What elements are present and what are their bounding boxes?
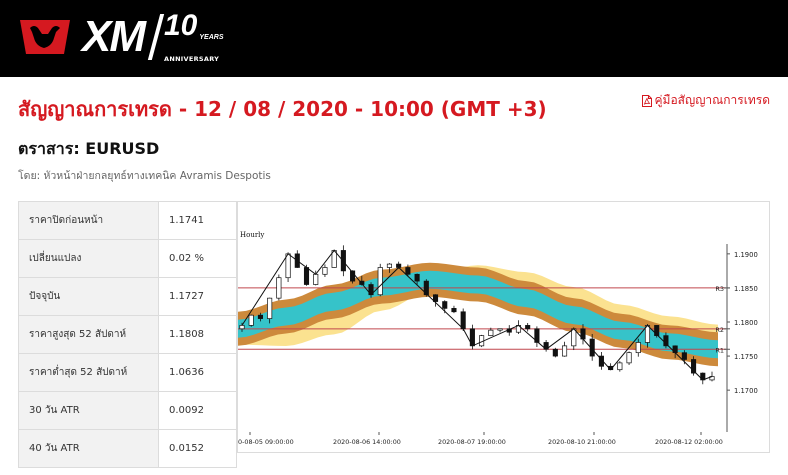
stat-value: 0.02 % xyxy=(158,239,237,278)
instrument-heading: ตราสาร: EURUSD xyxy=(18,139,160,158)
level-label-r2: R2 xyxy=(715,326,724,334)
pdf-icon xyxy=(641,94,652,107)
candle-body xyxy=(635,342,641,354)
price-chart: Hourly R3 R2 R1 1.1900 1.1850 1.1800 1.1750 1.17… xyxy=(237,201,770,453)
chart-svg: Hourly R3 R2 R1 1.1900 1.1850 1.1800 1.1750 1.17… xyxy=(238,231,758,446)
chart-timeframe-label: Hourly xyxy=(240,231,264,239)
candle-body xyxy=(681,352,687,360)
candle-body xyxy=(617,362,623,371)
candle-body xyxy=(589,338,595,357)
level-label-r1: R1 xyxy=(715,346,724,354)
logo-divider xyxy=(147,14,165,60)
stat-label: 40 วัน ATR xyxy=(18,429,159,468)
xm-logo[interactable]: XM 10 YEARS ANNIVERSARY xyxy=(18,9,224,64)
candle-body xyxy=(405,267,411,275)
signals-manual-label: คู่มือสัญญาณการเทรด xyxy=(654,93,771,107)
candle-body xyxy=(285,253,291,279)
candle-body xyxy=(432,294,439,302)
zigzag-line xyxy=(241,249,713,381)
x-tick-label: 2020-08-07 19:00:00 xyxy=(438,438,506,446)
stat-label: ปัจจุบัน xyxy=(18,277,159,316)
author-byline: โดย: หัวหน้าฝ่ายกลยุทธ์ทางเทคนิค Avramis… xyxy=(18,170,271,182)
candle-body xyxy=(654,325,660,336)
candle-body xyxy=(561,345,568,357)
stats-table: ราคาปิดก่อนหน้า 1.1741 เปลี่ยนแปลง 0.02 % ปั… xyxy=(18,201,237,468)
stat-value: 0.0092 xyxy=(158,391,237,430)
candle-body xyxy=(488,329,494,336)
y-tick-label: 1.1800 xyxy=(734,319,758,327)
stats-row: ปัจจุบัน 1.1727 xyxy=(18,277,237,316)
stat-label: เปลี่ยนแปลง xyxy=(18,239,159,278)
y-tick-label: 1.1700 xyxy=(734,387,758,395)
anniversary-number: 10 xyxy=(164,9,198,42)
stats-row: 30 วัน ATR 0.0092 xyxy=(18,391,237,430)
y-tick-label: 1.1850 xyxy=(734,285,758,293)
stat-label: 30 วัน ATR xyxy=(18,391,159,430)
candle-body xyxy=(451,308,457,313)
candle-body xyxy=(377,267,383,296)
bull-icon xyxy=(20,20,70,54)
level-label-r3: R3 xyxy=(715,285,724,293)
y-tick-label: 1.1900 xyxy=(734,251,758,259)
x-tick-label: 2020-08-10 21:00:00 xyxy=(548,438,616,446)
candle-body xyxy=(552,348,558,357)
stats-row: ราคาสูงสุด 52 สัปดาห์ 1.1808 xyxy=(18,315,237,354)
candle-body xyxy=(663,335,669,347)
stat-value: 0.0152 xyxy=(158,429,237,468)
candle-body xyxy=(322,267,328,275)
anniversary-badge: 10 YEARS ANNIVERSARY xyxy=(164,9,224,64)
candle-body xyxy=(257,314,263,319)
candle-body xyxy=(598,355,604,367)
candle-body xyxy=(359,280,365,285)
candle-body xyxy=(386,263,393,268)
candle-body xyxy=(423,280,429,296)
candle-body xyxy=(525,325,531,330)
stat-value: 1.1808 xyxy=(158,315,237,354)
cyan-cloud-band xyxy=(238,270,718,359)
stat-label: ราคาสูงสุด 52 สัปดาห์ xyxy=(18,315,159,354)
brand-name: XM xyxy=(82,12,146,61)
stats-row: 40 วัน ATR 0.0152 xyxy=(18,429,237,468)
stat-label: ราคาต่ำสุด 52 สัปดาห์ xyxy=(18,353,159,392)
candle-body xyxy=(460,311,466,330)
stats-row: ราคาปิดก่อนหน้า 1.1741 xyxy=(18,201,237,240)
stats-row: ราคาต่ำสุด 52 สัปดาห์ 1.0636 xyxy=(18,353,237,392)
stats-row: เปลี่ยนแปลง 0.02 % xyxy=(18,239,237,278)
x-tick-label: 0-08-05 09:00:00 xyxy=(238,438,294,446)
candle-body xyxy=(442,301,448,309)
candle-body xyxy=(313,273,319,285)
candle-body xyxy=(350,270,356,282)
candle-body xyxy=(571,328,577,347)
page-title: สัญญาณการเทรด - 12 / 08 / 2020 - 10:00 (… xyxy=(18,97,547,121)
candle-body xyxy=(267,297,273,319)
stat-value: 1.1741 xyxy=(158,201,237,240)
candle-body xyxy=(239,325,245,330)
candle-body xyxy=(626,352,632,364)
candle-body xyxy=(534,328,540,343)
stat-value: 1.0636 xyxy=(158,353,237,392)
anniversary-years: YEARS xyxy=(199,34,224,41)
signals-manual-link[interactable]: คู่มือสัญญาณการเทรด xyxy=(641,91,771,110)
candle-body xyxy=(691,359,697,374)
candle-body xyxy=(303,267,310,285)
candle-body xyxy=(414,273,420,282)
candle-body xyxy=(248,314,254,326)
stat-value: 1.1727 xyxy=(158,277,237,316)
x-tick-label: 2020-08-12 02:00:00 xyxy=(655,438,723,446)
candle-body xyxy=(497,328,503,331)
anniversary-label: ANNIVERSARY xyxy=(164,55,220,63)
y-tick-label: 1.1750 xyxy=(734,353,758,361)
candle-body xyxy=(276,277,282,299)
stat-label: ราคาปิดก่อนหน้า xyxy=(18,201,159,240)
x-tick-label: 2020-08-06 14:00:00 xyxy=(333,438,401,446)
top-bar: XM 10 YEARS ANNIVERSARY xyxy=(0,0,788,77)
